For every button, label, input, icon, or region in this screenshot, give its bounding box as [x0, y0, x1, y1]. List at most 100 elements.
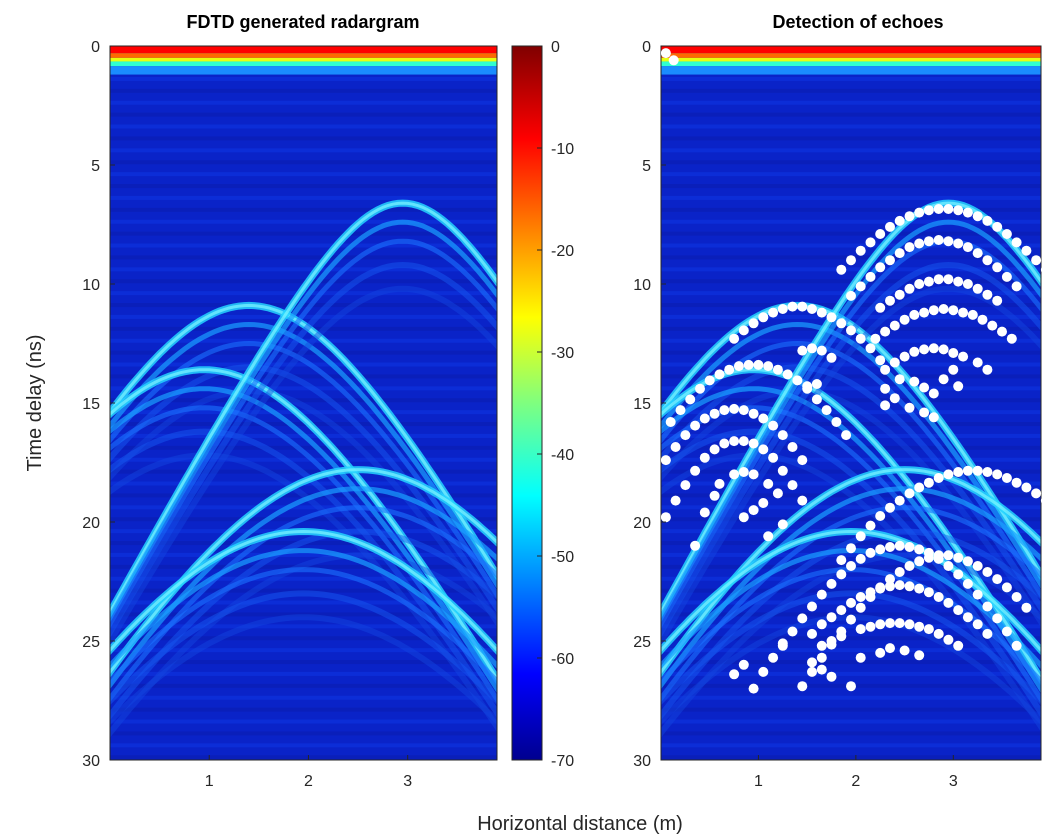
echo-point — [943, 274, 954, 285]
echo-point — [909, 346, 920, 357]
echo-point — [904, 619, 915, 630]
echo-point — [816, 307, 827, 318]
echo-point — [875, 302, 886, 313]
detection-heatmap — [660, 45, 1042, 761]
echo-point — [958, 307, 969, 318]
echo-point — [777, 519, 788, 530]
echo-point — [826, 636, 837, 646]
echo-point — [904, 242, 915, 253]
echo-point — [807, 666, 817, 677]
y-tick-label: 25 — [633, 634, 651, 651]
echo-point — [982, 255, 993, 266]
echo-point — [875, 229, 886, 239]
echo-point — [831, 417, 842, 427]
echo-point — [943, 204, 954, 214]
echo-point — [768, 307, 779, 318]
echo-point — [1001, 473, 1012, 483]
echo-point — [768, 420, 779, 431]
echo-point — [846, 543, 856, 554]
echo-point — [826, 612, 837, 623]
echo-point — [982, 601, 993, 612]
echo-point — [982, 215, 993, 226]
echo-point — [846, 255, 856, 266]
echo-point — [777, 430, 788, 441]
echo-point — [797, 345, 808, 356]
echo-point — [885, 502, 895, 513]
echo-point — [690, 540, 701, 551]
echo-point — [729, 469, 740, 480]
echo-point — [909, 376, 920, 387]
colorbar-tick-label: -70 — [551, 753, 574, 770]
x-tick-label: 2 — [851, 773, 860, 790]
y-tick-label: 15 — [82, 396, 100, 413]
echo-point — [738, 436, 749, 447]
echo-point — [802, 381, 813, 392]
echo-point — [719, 405, 730, 416]
echo-point — [904, 561, 915, 571]
echo-point — [685, 394, 696, 405]
echo-point — [914, 556, 925, 567]
echo-point — [1021, 482, 1032, 493]
echo-point — [894, 618, 905, 629]
colorbar-tick-label: -10 — [551, 141, 574, 158]
echo-point — [885, 581, 895, 592]
echo-point — [661, 48, 671, 59]
colorbar-gradient — [511, 45, 543, 761]
echo-point — [904, 542, 915, 552]
echo-point — [816, 589, 827, 600]
echo-point — [943, 634, 954, 645]
echo-point — [846, 290, 856, 301]
y-tick-label: 0 — [642, 39, 651, 56]
echo-point — [753, 359, 764, 370]
echo-point — [865, 520, 876, 531]
echo-point — [948, 364, 959, 375]
echo-point — [846, 561, 856, 571]
echo-point — [763, 478, 774, 489]
echo-point — [797, 301, 808, 312]
echo-point — [1011, 592, 1022, 602]
echo-point — [875, 647, 886, 658]
echo-point — [962, 242, 973, 253]
echo-point — [729, 669, 740, 680]
echo-point — [889, 393, 900, 404]
echo-point — [772, 488, 783, 499]
echo-point — [933, 473, 944, 483]
echo-point — [928, 305, 939, 316]
echo-point — [690, 465, 701, 476]
echo-point — [1001, 271, 1012, 282]
echo-point — [894, 289, 905, 300]
echo-point — [1001, 582, 1012, 593]
echo-point — [972, 619, 983, 630]
echo-point — [738, 325, 749, 336]
colorbar-tick-label: -30 — [551, 345, 574, 362]
echo-point — [953, 205, 964, 216]
echo-point — [982, 467, 993, 477]
y-tick-label: 5 — [91, 158, 100, 175]
echo-point — [758, 444, 769, 455]
echo-point — [777, 465, 788, 476]
echo-point — [841, 430, 852, 441]
echo-point — [855, 531, 866, 542]
echo-point — [719, 438, 730, 449]
echo-point — [846, 614, 856, 625]
echo-point — [972, 465, 983, 476]
echo-point — [811, 379, 822, 389]
echo-point — [792, 375, 803, 386]
echo-point — [680, 430, 691, 441]
echo-point — [714, 478, 725, 489]
echo-point — [668, 55, 679, 66]
echo-point — [880, 383, 891, 394]
radargram-title: FDTD generated radargram — [186, 12, 419, 32]
echo-point — [699, 507, 710, 518]
echo-point — [1001, 229, 1012, 239]
y-tick-label: 30 — [633, 753, 651, 770]
echo-point — [777, 304, 788, 314]
echo-point — [855, 652, 866, 663]
echo-point — [729, 436, 740, 447]
echo-point — [758, 413, 769, 424]
echo-point — [1011, 640, 1022, 651]
echo-point — [797, 495, 808, 506]
echo-point — [875, 262, 886, 273]
echo-point — [904, 581, 915, 592]
echo-point — [914, 279, 925, 289]
